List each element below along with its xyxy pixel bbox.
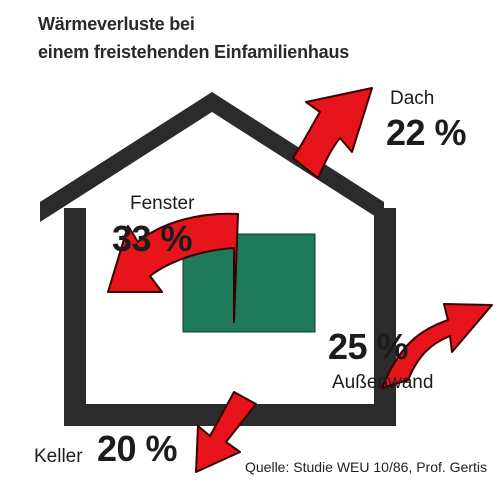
arrow-fenster <box>107 212 239 323</box>
arrow-dach <box>292 87 373 179</box>
arrow-keller <box>195 391 257 473</box>
source-note: Quelle: Studie WEU 10/86, Prof. Gertis <box>245 459 487 475</box>
percent-dach: 22 % <box>386 112 467 153</box>
title-line-1: Wärmeverluste bei <box>38 14 195 34</box>
percent-keller: 20 % <box>97 428 178 469</box>
label-aussenwand: Außenwand <box>332 372 434 393</box>
label-fenster: Fenster <box>130 193 195 214</box>
percent-fenster: 33 % <box>112 218 193 259</box>
arrow-aussenwand <box>381 303 493 389</box>
label-dach: Dach <box>390 88 435 109</box>
percent-aussenwand: 25 % <box>328 326 409 367</box>
house-wall-left <box>64 208 86 426</box>
label-keller: Keller <box>34 446 83 467</box>
title-line-2: einem freistehenden Einfamilienhaus <box>38 42 350 62</box>
